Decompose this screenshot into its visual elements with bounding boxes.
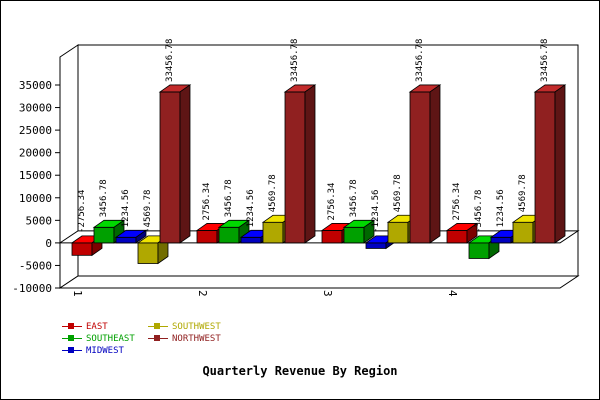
bar-front xyxy=(446,230,468,244)
x-tick-label: 2 xyxy=(196,290,209,297)
data-label: 3456.78 xyxy=(99,179,109,217)
y-tick-label: 15000 xyxy=(19,169,52,182)
legend-swatch-northwest xyxy=(148,334,168,343)
legend-swatch-midwest xyxy=(62,346,82,355)
bar-front xyxy=(321,230,343,244)
bar-front xyxy=(196,230,218,244)
legend-item-southeast: SOUTHEAST xyxy=(62,334,135,345)
y-tick-label: -10000 xyxy=(12,282,52,295)
data-label: 3456.78 xyxy=(224,179,234,217)
data-label: 1234.56 xyxy=(496,189,506,227)
legend-swatch-east xyxy=(62,322,82,331)
data-label: -2756.34 xyxy=(77,190,87,233)
legend-swatch-southeast xyxy=(62,334,82,343)
bar-front xyxy=(365,242,387,249)
data-label: 33456.78 xyxy=(415,39,425,82)
bar-side xyxy=(466,222,478,244)
legend-item-southwest: SOUTHWEST xyxy=(148,322,221,333)
data-label: 4569.78 xyxy=(393,174,403,212)
legend-label-southwest: SOUTHWEST xyxy=(172,322,221,332)
data-label: 4569.78 xyxy=(268,174,278,212)
data-label: -1234.56 xyxy=(371,190,381,233)
bar-front xyxy=(409,91,431,244)
legend-swatch-southwest xyxy=(148,322,168,331)
bar-front xyxy=(115,236,137,244)
bar-front xyxy=(490,236,512,244)
bar-side xyxy=(304,84,316,244)
bar-front xyxy=(71,242,93,256)
x-tick-label: 3 xyxy=(321,290,334,297)
bar-front xyxy=(159,91,181,244)
legend-label-midwest: MIDWEST xyxy=(86,346,124,356)
bar-front xyxy=(468,242,490,259)
bar-side xyxy=(179,84,191,244)
data-label: 2756.34 xyxy=(452,183,462,221)
bar-front xyxy=(387,221,409,244)
bar-front xyxy=(137,242,159,264)
data-label: 2756.34 xyxy=(202,183,212,221)
data-label: -3456.78 xyxy=(474,190,484,233)
legend-label-east: EAST xyxy=(86,322,108,332)
x-tick-label: 4 xyxy=(446,290,459,297)
data-label: 2756.34 xyxy=(327,183,337,221)
bar-front xyxy=(218,226,240,244)
data-label: 4569.78 xyxy=(518,174,528,212)
bar-front xyxy=(93,226,115,244)
data-label: -4569.78 xyxy=(143,190,153,233)
data-label: 33456.78 xyxy=(165,39,175,82)
y-tick-label: 5000 xyxy=(26,214,53,227)
y-tick-label: 0 xyxy=(45,237,52,250)
legend-item-northwest: NORTHWEST xyxy=(148,334,221,345)
legend-item-east: EAST xyxy=(62,322,108,333)
bar-front xyxy=(262,221,284,244)
legend-label-northwest: NORTHWEST xyxy=(172,334,221,344)
x-tick-label: 1 xyxy=(71,290,84,297)
chart-floor xyxy=(58,275,580,289)
y-tick-label: -5000 xyxy=(19,259,52,272)
bar-front xyxy=(512,221,534,244)
bar-front xyxy=(284,91,306,244)
bar-side xyxy=(363,219,375,244)
y-tick-label: 35000 xyxy=(19,79,52,92)
bar-front xyxy=(240,236,262,244)
chart-title: Quarterly Revenue By Region xyxy=(202,364,398,378)
y-tick-label: 25000 xyxy=(19,124,52,137)
data-label: 33456.78 xyxy=(540,39,550,82)
data-label: 3456.78 xyxy=(349,179,359,217)
legend-label-southeast: SOUTHEAST xyxy=(86,334,135,344)
bar-side xyxy=(429,84,441,244)
data-label: 33456.78 xyxy=(290,39,300,82)
y-tick-label: 20000 xyxy=(19,147,52,160)
y-tick-label: 30000 xyxy=(19,102,52,115)
legend-item-midwest: MIDWEST xyxy=(62,346,124,357)
data-label: 1234.56 xyxy=(246,189,256,227)
data-label: 1234.56 xyxy=(121,189,131,227)
bar-front xyxy=(343,226,365,244)
bar-front xyxy=(534,91,556,244)
bar-side xyxy=(135,229,147,244)
bar-side xyxy=(554,84,566,244)
y-tick-label: 10000 xyxy=(19,192,52,205)
